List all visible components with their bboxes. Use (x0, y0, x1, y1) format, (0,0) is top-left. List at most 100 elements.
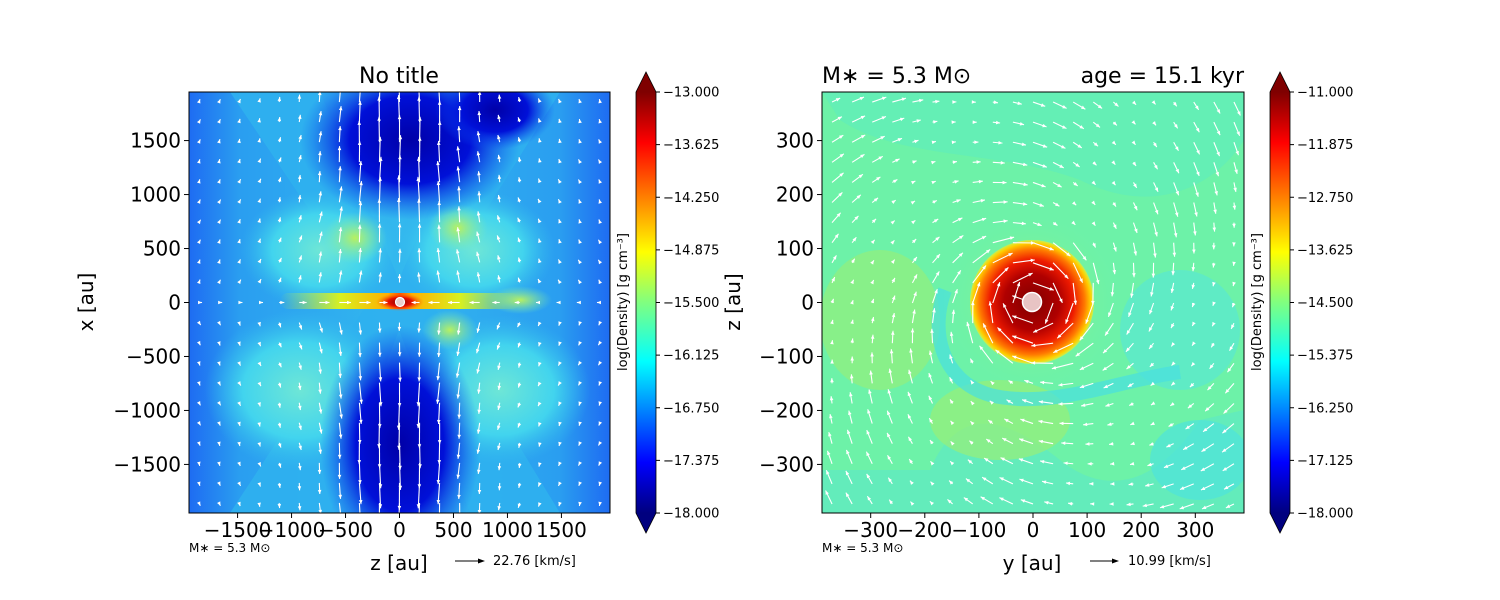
velocity-arrow-head (277, 237, 282, 243)
velocity-arrow-head (1062, 125, 1067, 129)
velocity-arrow-head (596, 300, 601, 305)
velocity-arrow-head (257, 321, 261, 327)
velocity-arrow-head (1235, 150, 1239, 156)
velocity-arrow-head (1232, 205, 1237, 210)
velocity-arrow-head (1110, 292, 1115, 297)
velocity-arrow-head (1152, 121, 1157, 126)
velocity-arrow-head (477, 111, 482, 116)
velocity-arrow-head (257, 279, 262, 284)
velocity-arrow-head (1171, 323, 1175, 329)
velocity-arrow-head (928, 373, 932, 378)
velocity-arrow-head (538, 98, 542, 103)
velocity-arrow-head (1142, 503, 1148, 508)
velocity-arrow-head (477, 510, 482, 513)
velocity-arrow-head (277, 177, 282, 182)
velocity-arrow-head (909, 459, 913, 464)
velocity-arrow-head (237, 158, 241, 164)
velocity-arrow-head (437, 330, 441, 335)
velocity-arrow-head (1149, 442, 1154, 446)
velocity-arrow-head (1082, 256, 1087, 261)
velocity-arrow-head (1232, 302, 1236, 308)
velocity-arrow-head (217, 179, 221, 184)
velocity-arrow-head (237, 461, 241, 466)
velocity-arrow-head (1128, 482, 1133, 486)
velocity-arrow-head (378, 248, 383, 253)
velocity-arrow-head (318, 272, 323, 277)
velocity-arrow (358, 92, 361, 103)
velocity-arrow-head (981, 217, 987, 222)
velocity-arrow-head (1041, 183, 1046, 188)
velocity-arrow-head (298, 255, 303, 260)
velocity-arrow-head (377, 116, 381, 121)
velocity-arrow-head (492, 300, 497, 305)
velocity-arrow-head (456, 270, 460, 275)
velocity-arrow-head (257, 198, 261, 203)
velocity-arrow-head (1149, 309, 1153, 315)
velocity-arrow-head (217, 159, 221, 164)
velocity-arrow-head (949, 377, 954, 382)
velocity-arrow-head (436, 247, 441, 253)
velocity-arrow-head (1093, 142, 1099, 147)
velocity-arrow-head (887, 389, 892, 394)
velocity-arrow (397, 402, 401, 430)
velocity-arrow-head (1016, 282, 1021, 287)
velocity-arrow-head (1171, 361, 1176, 366)
velocity-arrow-head (417, 524, 421, 528)
velocity-arrow-head (578, 441, 582, 446)
velocity-arrow-head (297, 194, 302, 200)
velocity-arrow-head (277, 277, 282, 283)
velocity-arrow-head (912, 239, 917, 244)
velocity-arrow-head (1002, 438, 1007, 442)
velocity-arrow-head (337, 454, 342, 459)
velocity-arrow-head (558, 179, 562, 184)
velocity-arrow-head (318, 389, 322, 394)
velocity-arrow-head (836, 212, 841, 217)
colorbar-tick-label: −14.250 (663, 191, 719, 206)
velocity-arrow-head (217, 199, 221, 204)
velocity-arrow-head (298, 425, 302, 430)
velocity-arrow-head (237, 279, 241, 284)
velocity-arrow-head (870, 317, 875, 322)
velocity-arrow-head (908, 436, 912, 442)
velocity-arrow-head (576, 300, 581, 305)
velocity-arrow-head (1091, 180, 1096, 185)
velocity-arrow-head (1171, 381, 1176, 386)
velocity-arrow-head (277, 483, 282, 488)
velocity-arrow-head (238, 300, 243, 305)
velocity-arrow-head (1194, 212, 1198, 217)
velocity-arrow-head (476, 328, 481, 333)
velocity-arrow-head (911, 220, 916, 225)
velocity-arrow-head (871, 218, 877, 223)
velocity-arrow-head (1200, 486, 1206, 491)
velocity-arrow-head (517, 483, 522, 488)
velocity-arrow-head (578, 461, 582, 466)
velocity-arrow-head (357, 440, 362, 445)
velocity-arrow-head (417, 377, 421, 382)
velocity-arrow-head (914, 139, 919, 144)
velocity-arrow-head (891, 295, 896, 300)
velocity-arrow-head (339, 414, 343, 419)
velocity-arrow-head (967, 459, 973, 464)
velocity-arrow-head (996, 282, 1001, 287)
velocity-arrow-head (999, 477, 1004, 481)
velocity-arrow-head (950, 420, 955, 426)
velocity-arrow-head (963, 497, 969, 502)
velocity-arrow-head (598, 99, 602, 104)
velocity-arrow-head (437, 224, 441, 229)
velocity-arrow-head (1049, 246, 1054, 251)
colorbar-tick-label: −13.625 (1297, 243, 1353, 258)
velocity-arrow-head (598, 441, 603, 446)
velocity-arrow-head (197, 461, 201, 466)
velocity-arrow-head (578, 119, 582, 124)
velocity-arrow-head (830, 319, 834, 325)
velocity-arrow-head (477, 191, 481, 196)
velocity-arrow-head (858, 174, 863, 179)
velocity-arrow-head (457, 186, 461, 191)
velocity-arrow-head (297, 94, 302, 99)
velocity-arrow-head (907, 391, 912, 397)
velocity-arrow-head (1132, 161, 1137, 166)
velocity-arrow-head (910, 328, 915, 333)
velocity-arrow-head (298, 235, 303, 240)
velocity-arrow-head (931, 180, 936, 185)
